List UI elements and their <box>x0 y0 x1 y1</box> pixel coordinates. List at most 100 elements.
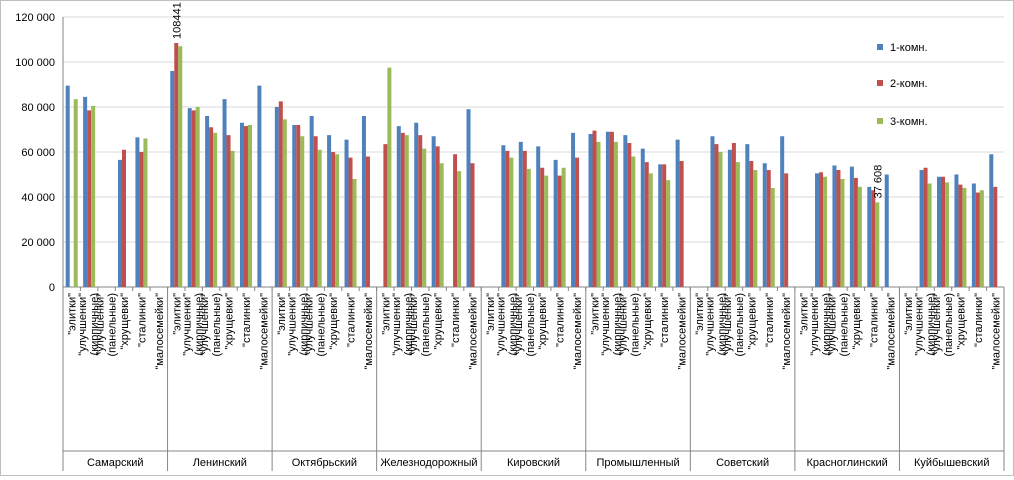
bar <box>675 139 680 287</box>
district-label: Кировский <box>507 457 560 469</box>
bar <box>300 136 305 287</box>
bar <box>832 165 837 287</box>
x-type-label: "улучшенки" <box>304 293 316 356</box>
legend-swatch <box>877 44 883 50</box>
bar <box>387 67 392 287</box>
district-label: Советский <box>716 457 769 469</box>
x-type-label: "хрущевки" <box>224 293 236 350</box>
bar <box>605 131 610 287</box>
x-type-label: "сталинки" <box>868 293 880 347</box>
bar <box>383 144 388 287</box>
y-tick-label: 100 000 <box>15 57 55 69</box>
bar <box>505 150 510 287</box>
bar <box>658 164 663 287</box>
bar <box>557 175 562 287</box>
x-type-label: "улучшенки" <box>809 293 821 356</box>
x-type-label: (кирпичные) <box>298 293 310 355</box>
bar <box>588 134 593 287</box>
x-type-label: (панельные) <box>629 293 641 356</box>
bar <box>975 192 980 287</box>
legend-swatch <box>877 118 883 124</box>
bar <box>749 161 754 287</box>
x-type-label: "малосемейки" <box>572 293 584 370</box>
x-type-label: "малосемейки" <box>468 293 480 370</box>
bar <box>871 190 876 287</box>
x-type-label: (кирпичные) <box>403 293 415 355</box>
bar <box>780 136 785 287</box>
bar <box>396 126 401 287</box>
district-label: Октябрьский <box>292 457 357 469</box>
bar <box>257 85 262 287</box>
x-type-label: "хрущевки" <box>955 293 967 350</box>
bar <box>613 141 618 287</box>
bar <box>666 180 671 287</box>
x-type-label: "улучшенки" <box>600 293 612 356</box>
bar <box>727 149 732 287</box>
bar <box>205 116 210 287</box>
x-type-label: "элитки" <box>694 293 706 335</box>
bar <box>121 149 126 287</box>
bar <box>400 132 405 287</box>
bar <box>247 125 252 287</box>
bar <box>762 163 767 287</box>
x-type-label: "малосемейки" <box>781 293 793 370</box>
bar <box>209 127 214 287</box>
bar <box>466 109 471 287</box>
bar <box>718 152 723 287</box>
x-type-label: "элитки" <box>67 293 79 335</box>
bar <box>526 168 531 287</box>
bar <box>536 146 541 287</box>
bar <box>91 105 96 287</box>
bar <box>962 188 967 287</box>
bar <box>518 141 523 287</box>
x-type-label: "элитки" <box>276 293 288 335</box>
bar <box>745 144 750 287</box>
legend-swatch <box>877 80 883 86</box>
bar <box>222 99 227 287</box>
district-label: Самарский <box>87 457 144 469</box>
bar <box>431 136 436 287</box>
x-type-label: "малосемейки" <box>886 293 898 370</box>
x-type-label: (панельные) <box>211 293 223 356</box>
x-type-label: (кирпичные) <box>926 293 938 355</box>
district-label: Ленинский <box>193 457 247 469</box>
bar <box>501 145 506 287</box>
bar <box>919 170 924 287</box>
bar <box>979 190 984 287</box>
bar <box>414 122 419 287</box>
bar <box>609 131 614 287</box>
x-type-label: "улучшенки" <box>391 293 403 356</box>
x-type-label: "сталинки" <box>346 293 358 347</box>
x-type-label: "хрущевки" <box>328 293 340 350</box>
x-type-label: (панельные) <box>107 293 119 356</box>
bar <box>522 150 527 287</box>
x-type-label: "малосемейки" <box>990 293 1002 370</box>
x-type-label: "улучшенки" <box>914 293 926 356</box>
x-type-label: "хрущевки" <box>433 293 445 350</box>
x-type-label: (панельные) <box>734 293 746 356</box>
bar <box>954 174 959 287</box>
x-type-label: "улучшенки" <box>513 293 525 356</box>
bar <box>361 116 366 287</box>
x-type-label: "сталинки" <box>764 293 776 347</box>
bar <box>230 150 235 287</box>
x-type-label: "малосемейки" <box>677 293 689 370</box>
bar <box>735 162 740 287</box>
x-type-label: (панельные) <box>525 293 537 356</box>
bar <box>544 175 549 287</box>
bar <box>644 162 649 287</box>
x-type-label: "улучшенки" <box>408 293 420 356</box>
data-label: 108441 <box>171 2 183 39</box>
bar <box>596 141 601 287</box>
y-tick-label: 120 000 <box>15 12 55 24</box>
x-type-label: "элитки" <box>171 293 183 335</box>
x-type-label: (панельные) <box>316 293 328 356</box>
x-type-label: (панельные) <box>838 293 850 356</box>
bar <box>857 186 862 287</box>
bar <box>344 139 349 287</box>
bar <box>73 99 78 287</box>
x-type-label: "хрущевки" <box>537 293 549 350</box>
bar <box>191 110 196 287</box>
bar <box>679 161 684 287</box>
